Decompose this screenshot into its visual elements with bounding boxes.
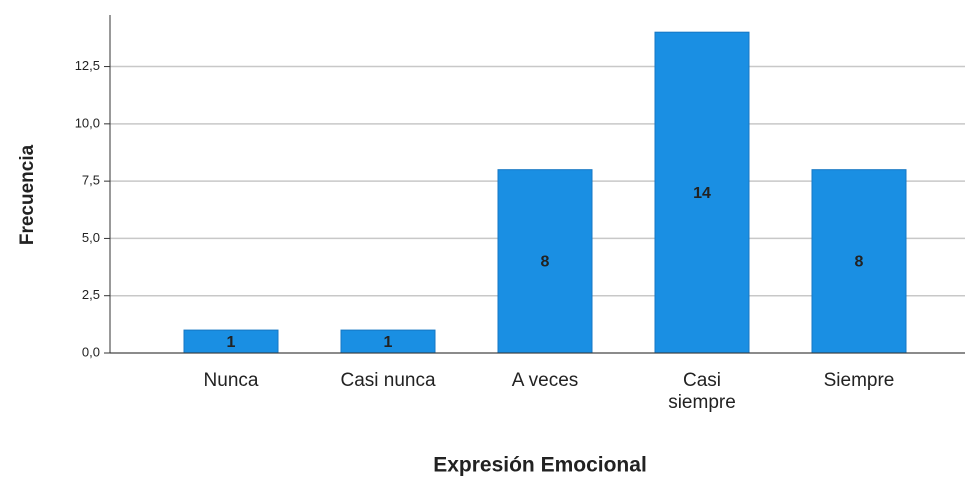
- x-axis-title: Expresión Emocional: [433, 454, 647, 477]
- bar: [654, 31, 750, 354]
- y-axis-title: Frecuencia: [17, 144, 38, 245]
- y-tick-label: 10,0: [75, 115, 100, 130]
- bar: [497, 169, 593, 354]
- y-tick-label: 12,5: [75, 58, 100, 73]
- value-label: 8: [541, 254, 550, 271]
- value-label: 14: [693, 185, 711, 202]
- value-label: 8: [855, 254, 864, 271]
- x-tick-label: Siempre: [823, 370, 895, 391]
- x-tick-label: Casi siempre: [668, 370, 736, 413]
- value-label: 1: [384, 334, 393, 351]
- y-tick-label: 7,5: [82, 173, 100, 188]
- bar: [811, 169, 907, 354]
- y-tick-label: 2,5: [82, 287, 100, 302]
- x-tick-label: A veces: [511, 370, 579, 391]
- x-tick-label: Nunca: [203, 370, 259, 391]
- x-tick-label: Casi nunca: [340, 370, 436, 391]
- y-tick-label: 0,0: [82, 344, 100, 359]
- y-tick-label: 5,0: [82, 230, 100, 245]
- value-label: 1: [227, 334, 236, 351]
